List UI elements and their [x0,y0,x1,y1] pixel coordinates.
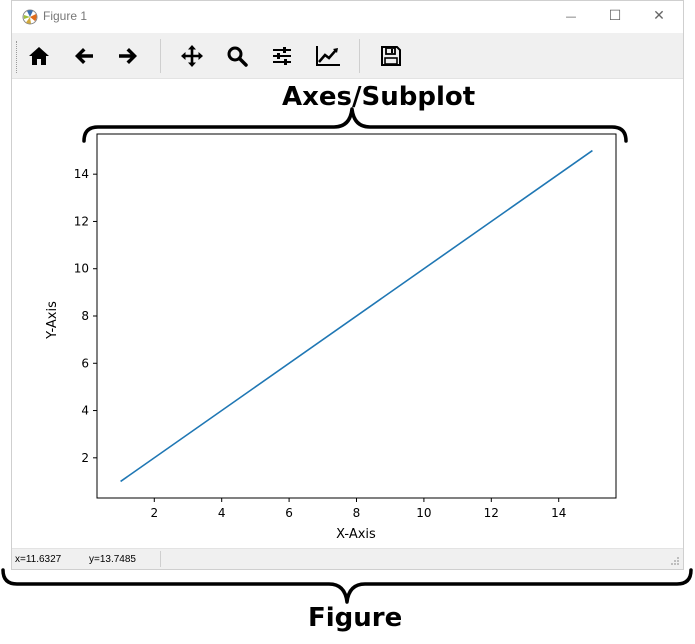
y-tick-label: 6 [81,356,89,370]
pan-button[interactable] [176,40,208,72]
y-tick-label: 12 [74,214,89,228]
cursor-x-readout: x=11.6327 [15,554,62,565]
x-tick-label: 8 [353,506,361,520]
edit-axis-button[interactable] [312,40,344,72]
x-tick-label: 6 [285,506,293,520]
figure-brace [1,568,693,604]
toolbar-separator [359,39,360,73]
y-tick-label: 10 [74,262,89,276]
line-chart-icon [316,46,340,66]
minimize-icon: — [565,9,577,23]
maximize-button[interactable]: ☐ [593,3,637,29]
move-icon [181,45,203,67]
plot-area[interactable]: 2 4 6 8 10 12 14 2 4 6 8 10 12 14 X-Axis Y-Axis [12,79,683,549]
toolbar-separator [160,39,161,73]
y-tick-label: 2 [81,451,89,465]
home-button[interactable] [23,40,55,72]
cursor-y-readout: y=13.7485 [89,554,136,565]
navigation-toolbar [12,33,683,79]
status-separator [160,551,161,567]
arrow-right-icon [119,48,137,64]
x-tick-label: 4 [218,506,226,520]
x-axis-ticks: 2 4 6 8 10 12 14 [150,498,566,520]
figure-annotation: Figure [308,603,403,633]
y-tick-label: 4 [81,404,89,418]
x-tick-label: 12 [484,506,499,520]
resize-grip-icon[interactable] [670,556,680,566]
save-button[interactable] [375,40,407,72]
magnifier-icon [227,46,248,67]
figure-window: Figure 1 — ☐ ✕ [11,0,684,570]
y-axis-ticks: 2 4 6 8 10 12 14 [74,167,97,465]
window-title: Figure 1 [43,9,88,23]
series-layer [120,149,593,483]
home-icon [29,47,49,65]
minimize-button[interactable]: — [549,3,593,29]
status-bar: x=11.6327 y=13.7485 [12,548,683,569]
series-line [120,149,593,483]
floppy-disk-icon [381,46,401,66]
arrow-left-icon [75,48,93,64]
x-tick-label: 10 [416,506,431,520]
close-button[interactable]: ✕ [637,3,681,29]
axes-subplot-annotation: Axes/Subplot [282,82,476,112]
back-button[interactable] [68,40,100,72]
x-axis-label: X-Axis [336,527,376,542]
toolbar-grip[interactable] [16,41,20,73]
title-bar[interactable]: Figure 1 — ☐ ✕ [12,1,683,33]
forward-button[interactable] [112,40,144,72]
configure-subplots-button[interactable] [266,40,298,72]
figure-canvas[interactable]: 2 4 6 8 10 12 14 2 4 6 8 10 12 14 X-Axis Y-Axis [12,79,683,549]
y-tick-label: 8 [81,309,89,323]
close-icon: ✕ [653,8,665,24]
axes-brace [82,107,628,143]
zoom-button[interactable] [221,40,253,72]
x-tick-label: 14 [551,506,566,520]
maximize-icon: ☐ [608,8,622,24]
sliders-icon [273,47,291,65]
matplotlib-logo-icon [22,9,38,25]
y-axis-label: Y-Axis [45,301,60,340]
x-tick-label: 2 [150,506,158,520]
y-tick-label: 14 [74,167,89,181]
